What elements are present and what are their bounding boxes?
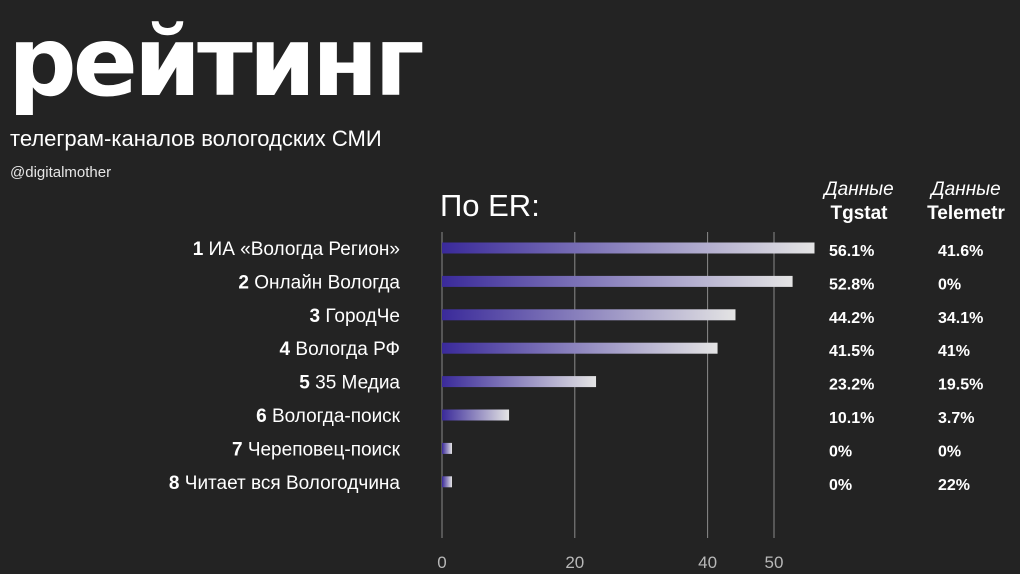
- category-label: 3 ГородЧе: [310, 306, 400, 327]
- telemetr-value: 3.7%: [938, 410, 974, 427]
- telemetr-value: 41%: [938, 343, 970, 360]
- telemetr-value: 0%: [938, 443, 961, 460]
- telemetr-value: 22%: [938, 477, 970, 494]
- x-tick-label: 20: [565, 553, 584, 572]
- telemetr-value: 0%: [938, 276, 961, 293]
- bar-4: [442, 342, 718, 354]
- column-header-telemetr-bottom: Telemetr: [927, 203, 1005, 224]
- tgstat-value: 10.1%: [829, 410, 874, 427]
- x-tick-label: 40: [698, 553, 717, 572]
- tgstat-value: 52.8%: [829, 276, 874, 293]
- bar-6: [442, 409, 510, 421]
- bar-7: [442, 442, 452, 454]
- bar-8: [442, 476, 452, 488]
- category-label: 7 Череповец-поиск: [232, 439, 401, 460]
- bar-1: [442, 242, 815, 254]
- category-label: 2 Онлайн Вологда: [238, 272, 400, 293]
- column-header-tgstat-top: Данные: [824, 179, 894, 200]
- tgstat-value: 56.1%: [829, 243, 874, 260]
- tgstat-value: 41.5%: [829, 343, 874, 360]
- column-header-tgstat-bottom: Tgstat: [830, 203, 888, 224]
- tgstat-value: 0%: [829, 477, 852, 494]
- page-subtitle: телеграм-каналов вологодских СМИ: [10, 126, 382, 151]
- page-title: рейтинг: [8, 6, 424, 118]
- category-label: 8 Читает вся Вологодчина: [169, 473, 400, 494]
- tgstat-value: 23.2%: [829, 377, 874, 394]
- category-label: 1 ИА «Вологда Регион»: [193, 239, 400, 260]
- bar-5: [442, 376, 597, 388]
- x-tick-label: 0: [437, 553, 446, 572]
- telemetr-value: 41.6%: [938, 243, 983, 260]
- x-tick-label: 50: [765, 553, 784, 572]
- bar-2: [442, 275, 793, 287]
- telemetr-value: 34.1%: [938, 310, 983, 327]
- telemetr-value: 19.5%: [938, 377, 983, 394]
- category-label: 5 35 Медиа: [299, 373, 400, 394]
- author-handle: @digitalmother: [10, 164, 112, 181]
- chart-title: По ER:: [440, 188, 540, 223]
- category-label: 6 Вологда-поиск: [256, 406, 401, 427]
- bar-3: [442, 309, 736, 321]
- tgstat-value: 0%: [829, 443, 852, 460]
- column-header-telemetr-top: Данные: [931, 179, 1001, 200]
- tgstat-value: 44.2%: [829, 310, 874, 327]
- column-header-tgstat: Данные Tgstat: [806, 178, 912, 226]
- category-label: 4 Вологда РФ: [280, 339, 400, 360]
- column-header-telemetr: Данные Telemetr: [914, 178, 1018, 226]
